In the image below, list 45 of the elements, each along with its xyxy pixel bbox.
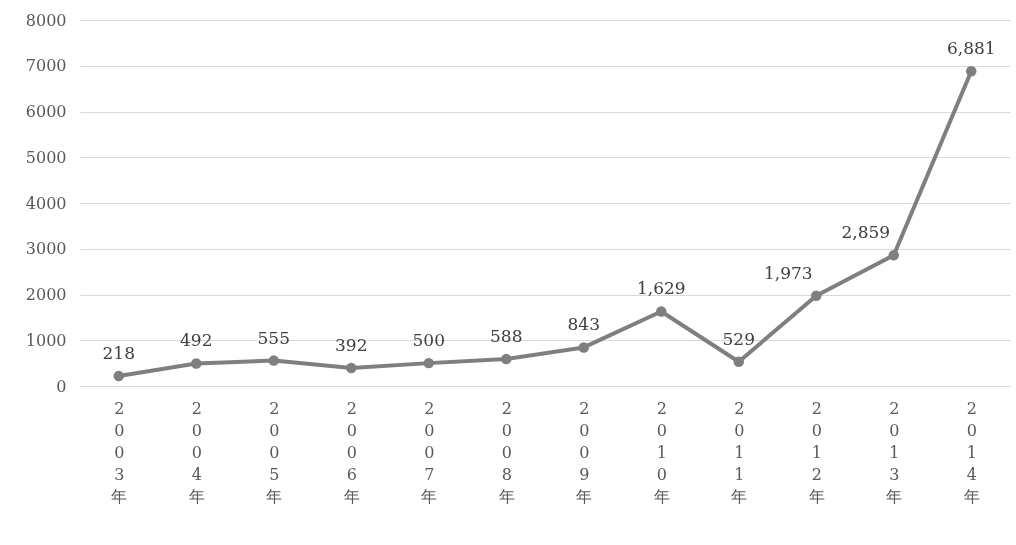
data-label: 500 [412, 330, 445, 351]
data-label: 6,881 [946, 38, 996, 59]
point [966, 65, 977, 77]
point [733, 356, 744, 368]
y-tick-label: 6000 [25, 102, 67, 121]
point [656, 306, 667, 317]
x-tick-label: 2007年 [421, 398, 438, 506]
x-tick-label: 2010年 [653, 398, 670, 506]
data-label: 555 [257, 327, 290, 348]
data-label: 588 [490, 326, 523, 347]
y-tick-label: 2000 [25, 285, 67, 304]
x-tick-label: 2003年 [111, 398, 128, 506]
y-tick-label: 1000 [25, 330, 67, 350]
x-tick-label: 2005年 [266, 398, 283, 506]
data-label: 1,973 [763, 262, 813, 283]
x-tick-label: 2004年 [188, 398, 205, 506]
y-tick-label: 5000 [25, 147, 67, 167]
point [578, 342, 589, 353]
x-tick-label: 2011年 [731, 398, 748, 506]
data-label: 1,629 [636, 278, 686, 299]
point [888, 249, 899, 261]
data-label: 492 [180, 330, 213, 351]
x-tick-label: 2012年 [808, 398, 825, 506]
y-tick-label: 8000 [25, 10, 67, 30]
point [191, 358, 202, 369]
y-tick-label: 3000 [25, 239, 67, 259]
data-label: 2,859 [841, 222, 891, 243]
y-tick-label: 4000 [25, 193, 67, 213]
x-tick-label: 2009年 [576, 398, 593, 506]
x-tick-label: 2014年 [963, 398, 980, 506]
point [268, 355, 279, 366]
point [113, 370, 124, 382]
data-label: 529 [722, 328, 755, 349]
y-tick-label: 0 [56, 376, 67, 396]
data-label: 218 [102, 343, 135, 364]
data-label: 392 [335, 335, 368, 356]
y-tick-label: 7000 [25, 56, 67, 76]
point [811, 290, 822, 301]
x-tick-label: 2013年 [886, 398, 903, 506]
x-tick-label: 2006年 [343, 398, 360, 506]
x-tick-label: 2008年 [498, 398, 515, 506]
point [501, 353, 512, 365]
point [423, 357, 434, 369]
data-label: 843 [567, 314, 600, 335]
point [346, 362, 357, 374]
